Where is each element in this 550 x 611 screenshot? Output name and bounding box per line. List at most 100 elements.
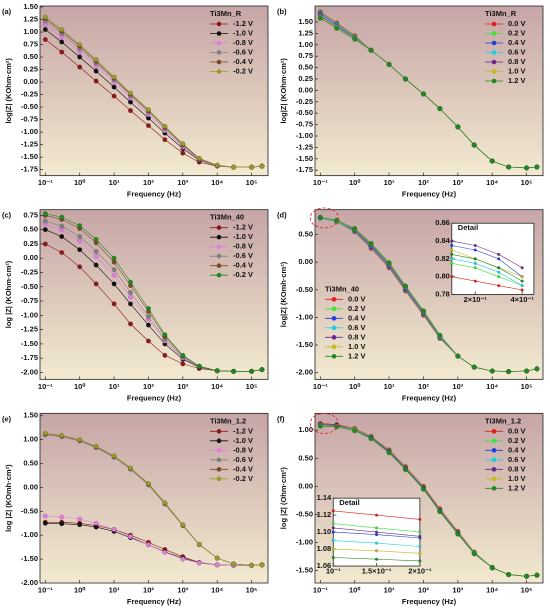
data-point: [42, 14, 48, 20]
data-point: [93, 520, 99, 526]
x-axis-label: Frequency (Hz): [127, 597, 182, 606]
legend-marker: [491, 50, 497, 55]
x-tick-label: 10⁴: [211, 178, 223, 187]
data-point: [111, 301, 117, 307]
y-tick-label: -1.00: [21, 530, 38, 539]
legend-label: 1.2 V: [348, 351, 366, 360]
data-point: [231, 368, 237, 374]
data-point: [421, 91, 426, 97]
y-tick-label: 0.82: [435, 254, 450, 263]
data-point: [386, 260, 392, 266]
data-point: [455, 124, 461, 130]
data-point: [146, 107, 151, 113]
data-point: [375, 541, 379, 545]
y-tick-label: -0.25: [21, 90, 38, 99]
legend-marker: [331, 316, 337, 321]
data-point: [418, 544, 422, 549]
x-axis-label: Frequency (Hz): [127, 190, 182, 199]
x-tick-label: 10⁰: [74, 382, 86, 391]
data-point: [162, 500, 168, 506]
y-tick-label: -1.25: [296, 142, 313, 151]
data-point: [368, 436, 374, 442]
legend-label: -1.2 V: [233, 223, 253, 232]
y-tick-label: 0.00: [23, 77, 38, 86]
x-tick-label: 10⁴: [486, 178, 498, 187]
data-point: [77, 247, 83, 253]
data-point: [437, 106, 443, 112]
data-point: [473, 266, 477, 270]
legend-marker: [216, 21, 222, 27]
data-point: [214, 368, 220, 374]
data-point: [77, 516, 83, 522]
legend-label: 0.0 V: [508, 19, 526, 28]
data-point: [42, 27, 48, 32]
highlight: [309, 207, 339, 229]
legend-label: 0.8 V: [348, 332, 366, 341]
legend-title: Ti3Mn_R: [485, 9, 517, 18]
data-point: [368, 240, 374, 246]
data-point: [520, 279, 524, 283]
legend-label: -1.0 V: [233, 232, 253, 241]
data-point: [77, 238, 83, 244]
data-point: [214, 162, 220, 168]
y-tick-label: 0.50: [23, 225, 38, 234]
x-tick-label: 10⁵: [521, 382, 533, 391]
data-point: [403, 283, 408, 289]
legend-label: -1.0 V: [233, 436, 253, 445]
data-point: [450, 248, 454, 252]
legend-label: 1.0 V: [348, 342, 366, 351]
legend-label: -0.2 V: [233, 270, 253, 279]
y-tick-label: 0.86: [435, 218, 450, 227]
data-point: [450, 252, 454, 256]
y-tick-label: 0.75: [23, 40, 38, 49]
data-point: [231, 164, 237, 170]
data-point: [93, 248, 99, 254]
y-tick-label: 0.80: [435, 272, 450, 281]
data-point: [331, 509, 335, 513]
x-tick-label: 10⁵: [521, 178, 533, 187]
data-point: [42, 241, 48, 247]
x-tick-label: 10⁻¹: [313, 585, 328, 594]
legend-label: -0.8 V: [233, 445, 253, 454]
data-point: [331, 547, 335, 551]
legend-label: 0.6 V: [508, 455, 526, 464]
legend-label: 0.4 V: [348, 313, 366, 322]
y-tick-label: -0.25: [21, 267, 38, 276]
y-tick-label: -1.00: [296, 312, 313, 321]
data-point: [455, 531, 461, 537]
x-tick-label: 10³: [177, 178, 188, 187]
y-tick-label: -1.50: [21, 554, 38, 563]
data-point: [93, 443, 99, 449]
y-tick-label: -0.25: [296, 97, 313, 106]
data-point: [421, 486, 426, 492]
x-tick-label: 10⁻¹: [326, 567, 341, 576]
data-point: [59, 521, 65, 527]
data-point: [506, 164, 512, 170]
data-point: [196, 155, 202, 161]
data-point: [249, 164, 255, 170]
x-tick-label: 10¹: [109, 585, 120, 594]
y-tick-label: -1.50: [21, 339, 38, 348]
panel-label: (b): [277, 7, 287, 16]
y-tick-label: 0.00: [298, 257, 313, 266]
legend-label: 0.0 V: [508, 426, 526, 435]
y-tick-label: 0.84: [435, 236, 450, 245]
legend-title: Ti3Mn_1.2: [210, 416, 246, 425]
legend-marker: [216, 50, 222, 55]
data-point: [403, 467, 408, 472]
data-point: [93, 236, 99, 242]
data-point: [196, 560, 202, 566]
data-point: [534, 164, 540, 170]
data-point: [180, 150, 186, 156]
legend-label: 0.2 V: [508, 28, 526, 37]
y-tick-label: -1.50: [21, 152, 38, 161]
data-point: [128, 294, 133, 300]
data-point: [162, 137, 168, 143]
data-point: [418, 534, 422, 538]
legend-marker: [216, 69, 222, 74]
data-point: [42, 520, 48, 526]
data-point: [77, 234, 83, 239]
legend-title: Ti3Mn_40: [210, 213, 244, 222]
data-point: [42, 37, 48, 42]
data-point: [59, 223, 65, 229]
